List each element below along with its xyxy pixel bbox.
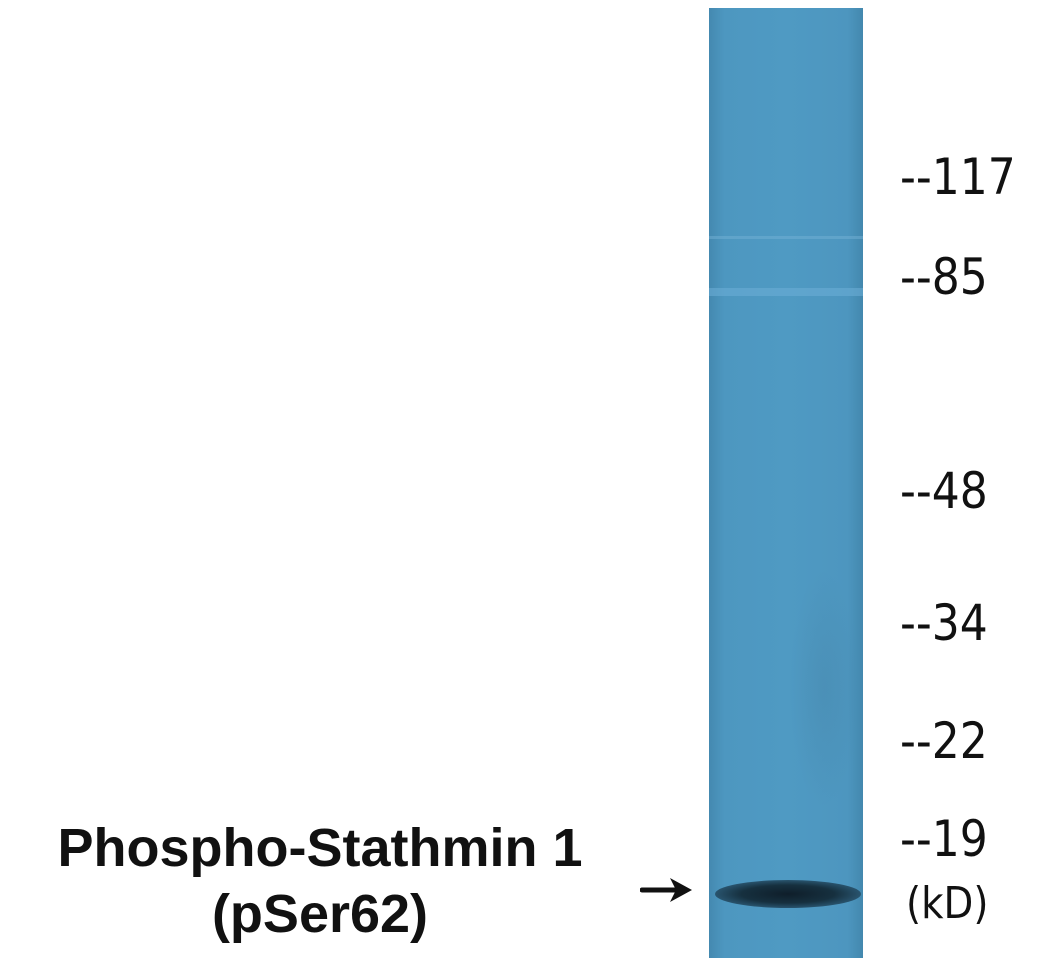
marker-85: --85 — [900, 248, 988, 306]
unit-label: (kD) — [906, 878, 989, 929]
protein-site: (pSer62) — [211, 884, 429, 944]
marker-19: --19 — [900, 810, 988, 868]
marker-22: --22 — [900, 712, 988, 770]
western-blot-lane — [709, 8, 863, 958]
lane-smear — [789, 568, 859, 808]
lane-artifact-line — [709, 288, 863, 296]
protein-band — [715, 880, 861, 908]
lane-artifact-line — [709, 236, 863, 239]
marker-34: --34 — [900, 594, 988, 652]
marker-117: --117 — [900, 148, 1016, 206]
arrow-right-icon — [640, 878, 692, 902]
marker-48: --48 — [900, 462, 988, 520]
protein-name: Phospho-Stathmin 1 — [57, 818, 583, 878]
protein-label: Phospho-Stathmin 1 (pSer62) — [0, 815, 640, 947]
